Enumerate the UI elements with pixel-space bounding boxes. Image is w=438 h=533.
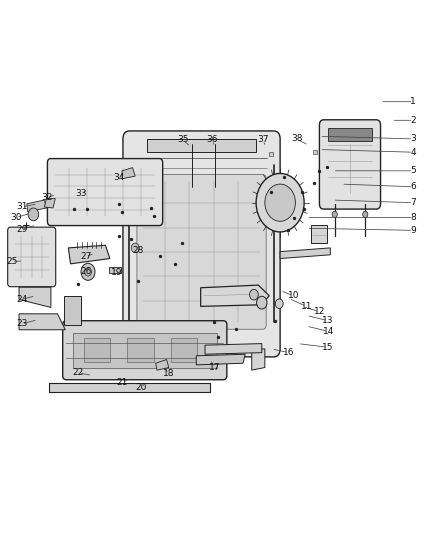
Text: 38: 38 [291, 134, 303, 143]
Circle shape [276, 299, 283, 309]
FancyBboxPatch shape [63, 321, 227, 379]
Text: 15: 15 [322, 343, 334, 352]
Polygon shape [147, 139, 256, 152]
Polygon shape [19, 287, 51, 308]
FancyBboxPatch shape [123, 131, 280, 357]
Circle shape [257, 296, 267, 309]
Text: 7: 7 [410, 198, 416, 207]
Bar [127, 338, 153, 362]
Circle shape [81, 263, 95, 280]
FancyBboxPatch shape [137, 174, 266, 329]
Polygon shape [49, 383, 210, 392]
Text: 30: 30 [10, 213, 22, 222]
Polygon shape [27, 200, 46, 212]
Text: 1: 1 [410, 97, 416, 106]
Text: 34: 34 [114, 173, 125, 182]
Text: 29: 29 [16, 225, 27, 234]
Text: 9: 9 [410, 226, 416, 235]
Bar [73, 333, 217, 368]
Bar [328, 128, 372, 141]
FancyBboxPatch shape [47, 159, 162, 225]
Text: 22: 22 [73, 368, 84, 377]
Polygon shape [205, 344, 262, 354]
Polygon shape [68, 245, 110, 264]
Text: 21: 21 [117, 378, 128, 387]
Text: 23: 23 [16, 319, 27, 328]
Text: 31: 31 [16, 203, 28, 212]
Text: 11: 11 [300, 302, 312, 311]
Circle shape [256, 173, 304, 232]
Polygon shape [196, 354, 245, 365]
Text: 26: 26 [80, 268, 92, 276]
Polygon shape [122, 167, 135, 179]
Text: 20: 20 [136, 383, 147, 392]
Text: 13: 13 [322, 316, 334, 325]
Circle shape [332, 211, 337, 217]
Circle shape [131, 243, 139, 253]
Text: 16: 16 [283, 348, 295, 357]
Text: 36: 36 [207, 135, 218, 144]
Polygon shape [276, 181, 297, 221]
Polygon shape [280, 248, 330, 259]
Bar [84, 338, 110, 362]
Text: 2: 2 [410, 116, 416, 125]
Bar [171, 338, 197, 362]
Text: 8: 8 [410, 213, 416, 222]
Circle shape [28, 208, 39, 221]
Text: 3: 3 [410, 134, 416, 143]
Text: 4: 4 [410, 148, 416, 157]
Text: 12: 12 [314, 307, 325, 316]
Text: 33: 33 [76, 189, 87, 198]
Text: 28: 28 [133, 246, 144, 255]
Polygon shape [109, 266, 121, 273]
Text: 14: 14 [322, 327, 334, 336]
FancyBboxPatch shape [8, 227, 56, 287]
Polygon shape [201, 285, 269, 306]
Text: 25: 25 [6, 257, 17, 265]
Text: 18: 18 [163, 369, 174, 378]
Circle shape [85, 268, 92, 276]
Text: 24: 24 [16, 295, 27, 304]
Text: 6: 6 [410, 182, 416, 191]
Polygon shape [155, 360, 169, 370]
Text: 35: 35 [177, 135, 189, 144]
Text: 27: 27 [80, 253, 92, 261]
Polygon shape [311, 225, 327, 243]
Circle shape [265, 184, 295, 221]
Circle shape [250, 289, 258, 300]
Text: 5: 5 [410, 166, 416, 175]
Text: 19: 19 [111, 269, 122, 277]
Text: 32: 32 [41, 193, 52, 202]
Text: 10: 10 [287, 291, 299, 300]
Polygon shape [19, 314, 65, 330]
Polygon shape [252, 349, 265, 370]
Circle shape [363, 211, 368, 217]
Text: 37: 37 [257, 135, 268, 144]
Polygon shape [44, 198, 55, 208]
Polygon shape [138, 349, 151, 370]
Text: 17: 17 [209, 363, 220, 372]
Polygon shape [64, 296, 81, 325]
FancyBboxPatch shape [319, 120, 381, 209]
